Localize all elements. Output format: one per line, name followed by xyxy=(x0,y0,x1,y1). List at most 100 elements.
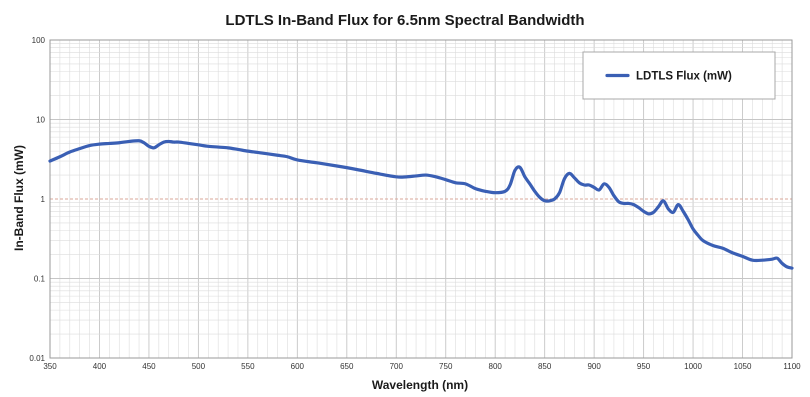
data-point xyxy=(608,186,611,189)
data-point xyxy=(415,175,418,178)
series-line xyxy=(48,139,794,270)
data-point xyxy=(598,189,601,192)
data-point xyxy=(523,175,526,178)
data-point xyxy=(484,190,487,193)
data-point xyxy=(138,139,141,142)
data-point xyxy=(528,182,531,185)
data-point xyxy=(296,159,299,162)
data-point xyxy=(118,141,121,144)
data-point xyxy=(197,143,200,146)
data-point xyxy=(647,212,650,215)
x-tick-label: 1000 xyxy=(684,362,702,371)
data-point xyxy=(642,210,645,213)
data-point xyxy=(667,208,670,211)
data-point xyxy=(514,169,517,172)
data-point xyxy=(355,168,358,171)
y-tick-label: 0.1 xyxy=(34,275,46,284)
data-point xyxy=(504,190,507,193)
data-point xyxy=(657,205,660,208)
data-point xyxy=(157,143,160,146)
data-point xyxy=(187,142,190,145)
x-tick-label: 1100 xyxy=(783,362,801,371)
data-point xyxy=(776,257,779,260)
data-point xyxy=(172,141,175,144)
data-point xyxy=(148,145,151,148)
data-point xyxy=(781,262,784,265)
x-tick-label: 900 xyxy=(587,362,601,371)
data-point xyxy=(687,218,690,221)
data-point xyxy=(721,247,724,250)
legend: LDTLS Flux (mW) xyxy=(582,51,776,100)
data-point xyxy=(558,191,561,194)
data-point xyxy=(58,155,61,158)
x-tick-label: 400 xyxy=(93,362,107,371)
data-point xyxy=(98,143,101,146)
y-tick-label: 0.01 xyxy=(29,354,45,363)
data-point xyxy=(405,175,408,178)
legend-label: LDTLS Flux (mW) xyxy=(636,71,732,83)
x-tick-label: 650 xyxy=(340,362,354,371)
data-point xyxy=(637,206,640,209)
data-point xyxy=(677,203,680,206)
data-point xyxy=(786,265,789,268)
data-point xyxy=(672,211,675,214)
x-tick-labels: 350 400 450 500 550 600 650 700 750 800 850 900 950 1… xyxy=(43,362,801,371)
x-tick-label: 800 xyxy=(489,362,503,371)
x-tick-label: 450 xyxy=(142,362,156,371)
data-point xyxy=(761,259,764,262)
data-point xyxy=(692,228,695,231)
x-tick-label: 950 xyxy=(637,362,651,371)
data-point xyxy=(573,176,576,179)
data-point xyxy=(207,145,210,148)
data-point xyxy=(568,172,571,175)
data-point xyxy=(434,175,437,178)
data-point xyxy=(128,140,131,143)
data-point xyxy=(578,181,581,184)
y-axis-label: In-Band Flux (mW) xyxy=(12,145,26,251)
data-point xyxy=(617,200,620,203)
data-point xyxy=(286,155,289,158)
data-point xyxy=(143,141,146,144)
data-point xyxy=(622,202,625,205)
data-point xyxy=(662,199,665,202)
data-point xyxy=(266,152,269,155)
x-tick-label: 350 xyxy=(43,362,57,371)
data-point xyxy=(395,175,398,178)
data-point xyxy=(741,255,744,258)
data-point xyxy=(791,267,794,270)
x-tick-label: 500 xyxy=(192,362,206,371)
data-point xyxy=(588,184,591,187)
x-axis-label: Wavelength (nm) xyxy=(372,378,468,392)
data-point xyxy=(543,199,546,202)
data-point xyxy=(68,151,71,154)
x-tick-label: 600 xyxy=(291,362,305,371)
x-tick-label: 750 xyxy=(439,362,453,371)
data-point xyxy=(49,160,52,163)
data-point xyxy=(697,234,700,237)
chart-title: LDTLS In-Band Flux for 6.5nm Spectral Ba… xyxy=(225,12,584,29)
data-point xyxy=(494,191,497,194)
data-point xyxy=(152,146,155,149)
data-point xyxy=(256,151,259,154)
x-tick-label: 850 xyxy=(538,362,552,371)
data-point xyxy=(217,146,220,149)
data-point xyxy=(444,178,447,181)
data-point xyxy=(177,141,180,144)
data-point xyxy=(603,182,606,185)
data-point xyxy=(771,258,774,261)
data-point xyxy=(464,182,467,185)
data-point xyxy=(751,259,754,262)
data-point xyxy=(237,148,240,151)
data-point xyxy=(246,150,249,153)
data-point xyxy=(88,144,91,147)
data-point xyxy=(613,194,616,197)
data-point xyxy=(731,251,734,254)
data-point xyxy=(276,154,279,157)
y-tick-label: 1 xyxy=(41,195,46,204)
data-point xyxy=(509,184,512,187)
data-point xyxy=(454,181,457,184)
data-point xyxy=(652,211,655,214)
data-point xyxy=(711,244,714,247)
x-tick-label: 1050 xyxy=(734,362,752,371)
